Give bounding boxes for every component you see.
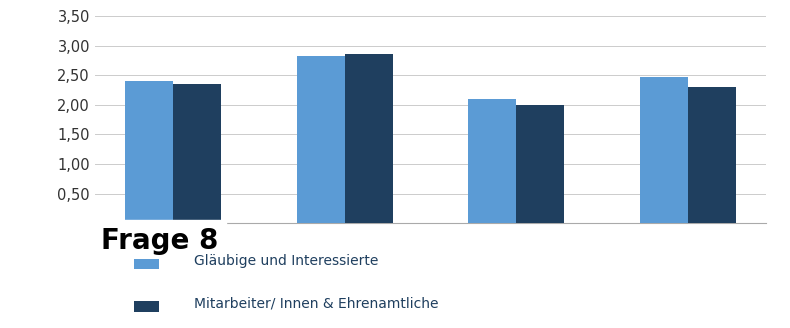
Bar (173, 84, 221, 223)
Bar (468, 99, 517, 223)
Bar (344, 53, 393, 223)
Bar (640, 77, 688, 223)
Bar (517, 105, 564, 223)
Text: Mitarbeiter/ Innen & Ehrenamtliche: Mitarbeiter/ Innen & Ehrenamtliche (194, 297, 438, 310)
Text: Frage 8: Frage 8 (101, 227, 219, 255)
Bar (297, 56, 344, 223)
Bar (688, 87, 735, 223)
Text: Gläubige und Interessierte: Gläubige und Interessierte (194, 254, 378, 268)
Bar (126, 81, 173, 223)
